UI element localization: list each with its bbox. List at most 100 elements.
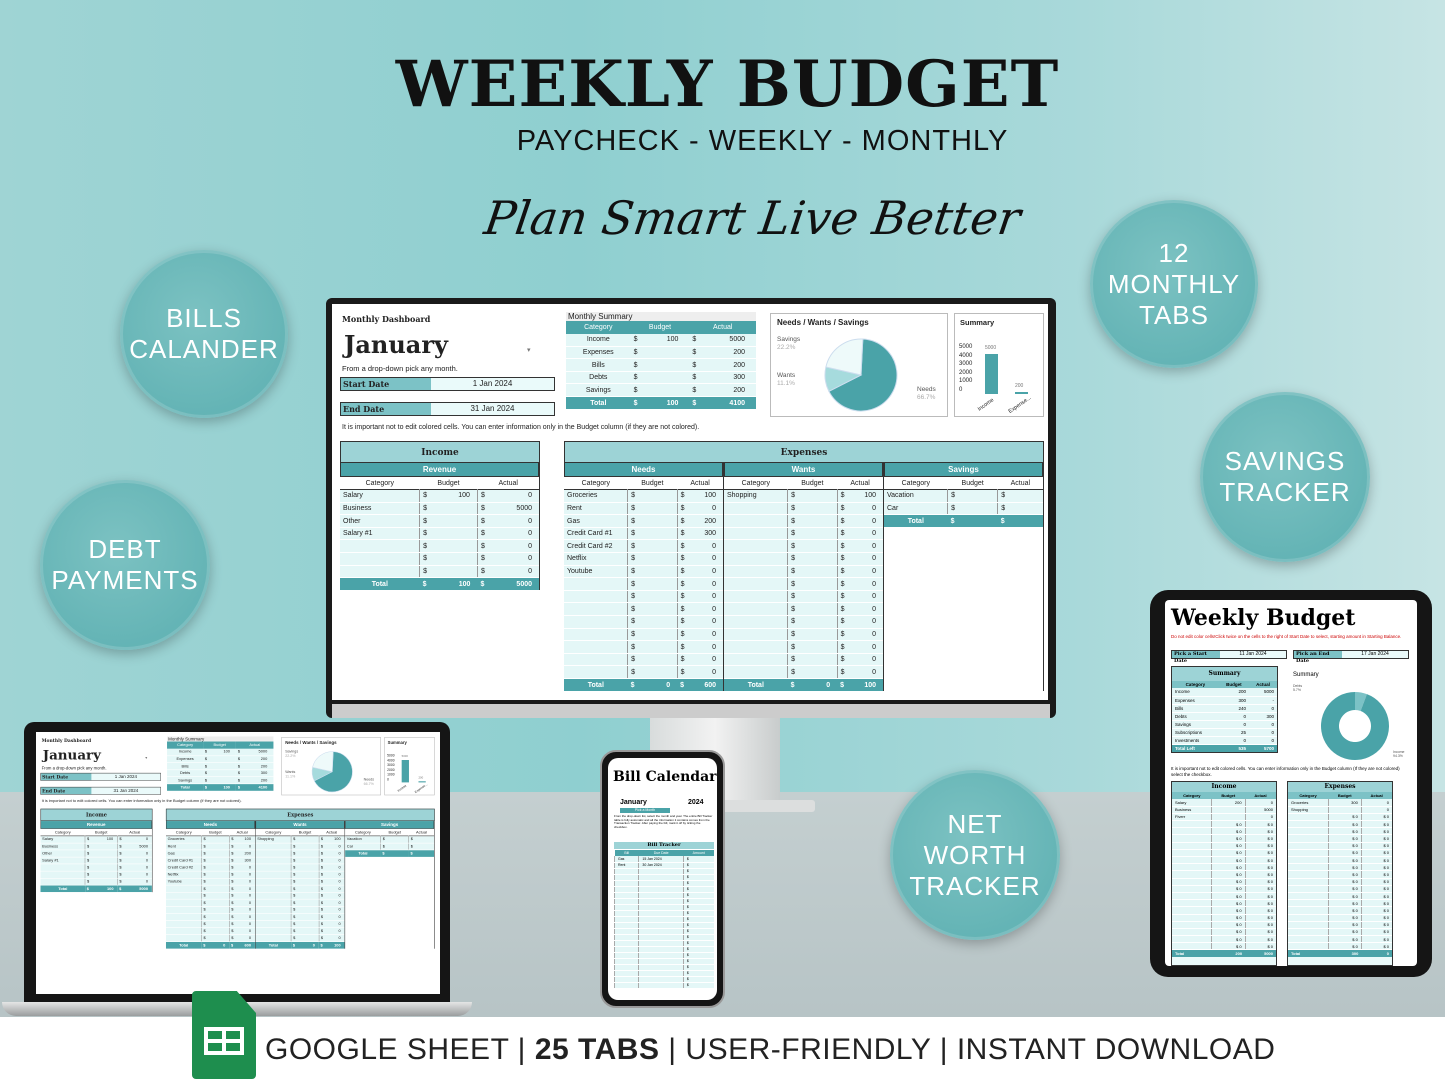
table-cell[interactable]: [613, 952, 639, 959]
table-cell[interactable]: $ 0: [1360, 842, 1392, 850]
table-cell[interactable]: [1288, 906, 1329, 915]
table-cell[interactable]: [1172, 935, 1212, 944]
table-cell[interactable]: $: [682, 940, 714, 947]
table-cell[interactable]: [638, 892, 684, 899]
category-cell[interactable]: [340, 552, 420, 566]
value-cell[interactable]: $: [787, 514, 838, 528]
table-cell[interactable]: $ 0: [1244, 899, 1276, 908]
category-cell[interactable]: [724, 552, 788, 566]
category-cell[interactable]: [724, 665, 788, 679]
value-cell[interactable]: $0: [836, 628, 883, 642]
category-cell[interactable]: Salary #1: [40, 857, 86, 865]
value-cell[interactable]: $0: [117, 871, 152, 879]
category-cell[interactable]: [255, 871, 292, 879]
value-cell[interactable]: $300: [676, 527, 723, 541]
value-cell[interactable]: $0: [318, 871, 345, 879]
table-cell[interactable]: $ 0: [1244, 914, 1276, 922]
value-cell[interactable]: $0: [228, 878, 255, 886]
value-cell[interactable]: $0: [117, 850, 152, 858]
table-cell[interactable]: [1172, 899, 1212, 908]
table-cell[interactable]: $ 0: [1327, 813, 1362, 822]
value-cell[interactable]: $: [787, 502, 838, 516]
end-date-value[interactable]: 31 Jan 2024: [91, 787, 161, 795]
value-cell[interactable]: $: [201, 835, 230, 844]
value-cell[interactable]: $: [627, 665, 678, 679]
table-cell[interactable]: [613, 970, 639, 977]
value-cell[interactable]: $: [201, 857, 230, 865]
table-cell[interactable]: [613, 892, 639, 899]
value-cell[interactable]: $: [290, 871, 319, 879]
table-cell[interactable]: [613, 898, 639, 905]
category-cell[interactable]: [340, 539, 420, 554]
table-cell[interactable]: [1172, 856, 1212, 865]
table-cell[interactable]: $ 0: [1244, 863, 1276, 872]
category-cell[interactable]: [724, 577, 788, 591]
value-cell[interactable]: $0: [318, 857, 345, 865]
table-cell[interactable]: 5000: [1244, 806, 1276, 814]
category-cell[interactable]: Other: [40, 850, 86, 858]
table-cell[interactable]: [638, 874, 684, 881]
value-cell[interactable]: $0: [318, 927, 345, 935]
value-cell[interactable]: $0: [318, 934, 345, 942]
table-cell[interactable]: $ 0: [1244, 885, 1276, 893]
table-cell[interactable]: 300: [1327, 799, 1362, 807]
value-cell[interactable]: $0: [476, 552, 539, 566]
table-cell[interactable]: [1288, 885, 1329, 893]
value-cell[interactable]: $: [201, 913, 230, 921]
value-cell[interactable]: $: [787, 640, 838, 654]
value-cell[interactable]: $0: [676, 590, 723, 604]
category-cell[interactable]: [255, 885, 292, 893]
table-cell[interactable]: $ 0: [1244, 820, 1276, 829]
table-cell[interactable]: $ 0: [1327, 921, 1362, 929]
value-cell[interactable]: $0: [836, 653, 883, 667]
value-cell[interactable]: $: [627, 615, 678, 629]
value-cell[interactable]: $0: [228, 927, 255, 935]
value-cell[interactable]: $0: [228, 885, 255, 893]
category-cell[interactable]: [564, 615, 628, 629]
table-cell[interactable]: $: [682, 856, 714, 863]
table-cell[interactable]: [1172, 878, 1212, 886]
table-cell[interactable]: $ 0: [1211, 870, 1246, 879]
value-cell[interactable]: $: [627, 653, 678, 667]
table-cell[interactable]: $ 0: [1211, 914, 1246, 922]
value-cell[interactable]: $0: [476, 527, 539, 541]
table-cell[interactable]: $ 0: [1360, 928, 1392, 937]
table-cell[interactable]: $: [682, 910, 714, 917]
value-cell[interactable]: $0: [676, 577, 723, 591]
value-cell[interactable]: $: [627, 514, 678, 528]
category-cell[interactable]: [340, 565, 420, 579]
value-cell[interactable]: $: [201, 850, 230, 858]
value-cell[interactable]: $: [84, 857, 118, 865]
table-cell[interactable]: [613, 958, 639, 965]
value-cell[interactable]: $0: [228, 906, 255, 914]
value-cell[interactable]: $: [947, 489, 998, 503]
table-cell[interactable]: $ 0: [1211, 935, 1246, 944]
table-cell[interactable]: $ 0: [1211, 885, 1246, 893]
table-cell[interactable]: [613, 916, 639, 923]
table-cell[interactable]: $ 0: [1244, 878, 1276, 886]
value-cell[interactable]: $: [627, 640, 678, 654]
value-cell[interactable]: $0: [836, 527, 883, 541]
table-cell[interactable]: $ 0: [1327, 899, 1362, 908]
category-cell[interactable]: [564, 590, 628, 604]
table-cell[interactable]: $ 0: [1211, 849, 1246, 858]
value-cell[interactable]: $100: [84, 835, 118, 844]
table-cell[interactable]: $: [682, 982, 714, 989]
table-cell[interactable]: $ 0: [1244, 892, 1276, 901]
value-cell[interactable]: $0: [676, 653, 723, 667]
table-cell[interactable]: $: [682, 898, 714, 905]
value-cell[interactable]: $: [787, 565, 838, 579]
value-cell[interactable]: $: [627, 602, 678, 617]
table-cell[interactable]: 0: [1244, 813, 1276, 822]
category-cell[interactable]: Shopping: [724, 489, 788, 503]
value-cell[interactable]: $100: [836, 489, 883, 503]
value-cell[interactable]: $0: [836, 640, 883, 654]
value-cell[interactable]: $: [408, 835, 435, 844]
table-cell[interactable]: 15 Jan 2024: [638, 856, 684, 863]
value-cell[interactable]: $100: [419, 489, 478, 503]
value-cell[interactable]: $100: [318, 835, 345, 844]
value-cell[interactable]: $0: [676, 565, 723, 579]
value-cell[interactable]: $0: [836, 565, 883, 579]
month-select[interactable]: January: [42, 746, 101, 763]
category-cell[interactable]: [255, 864, 292, 872]
